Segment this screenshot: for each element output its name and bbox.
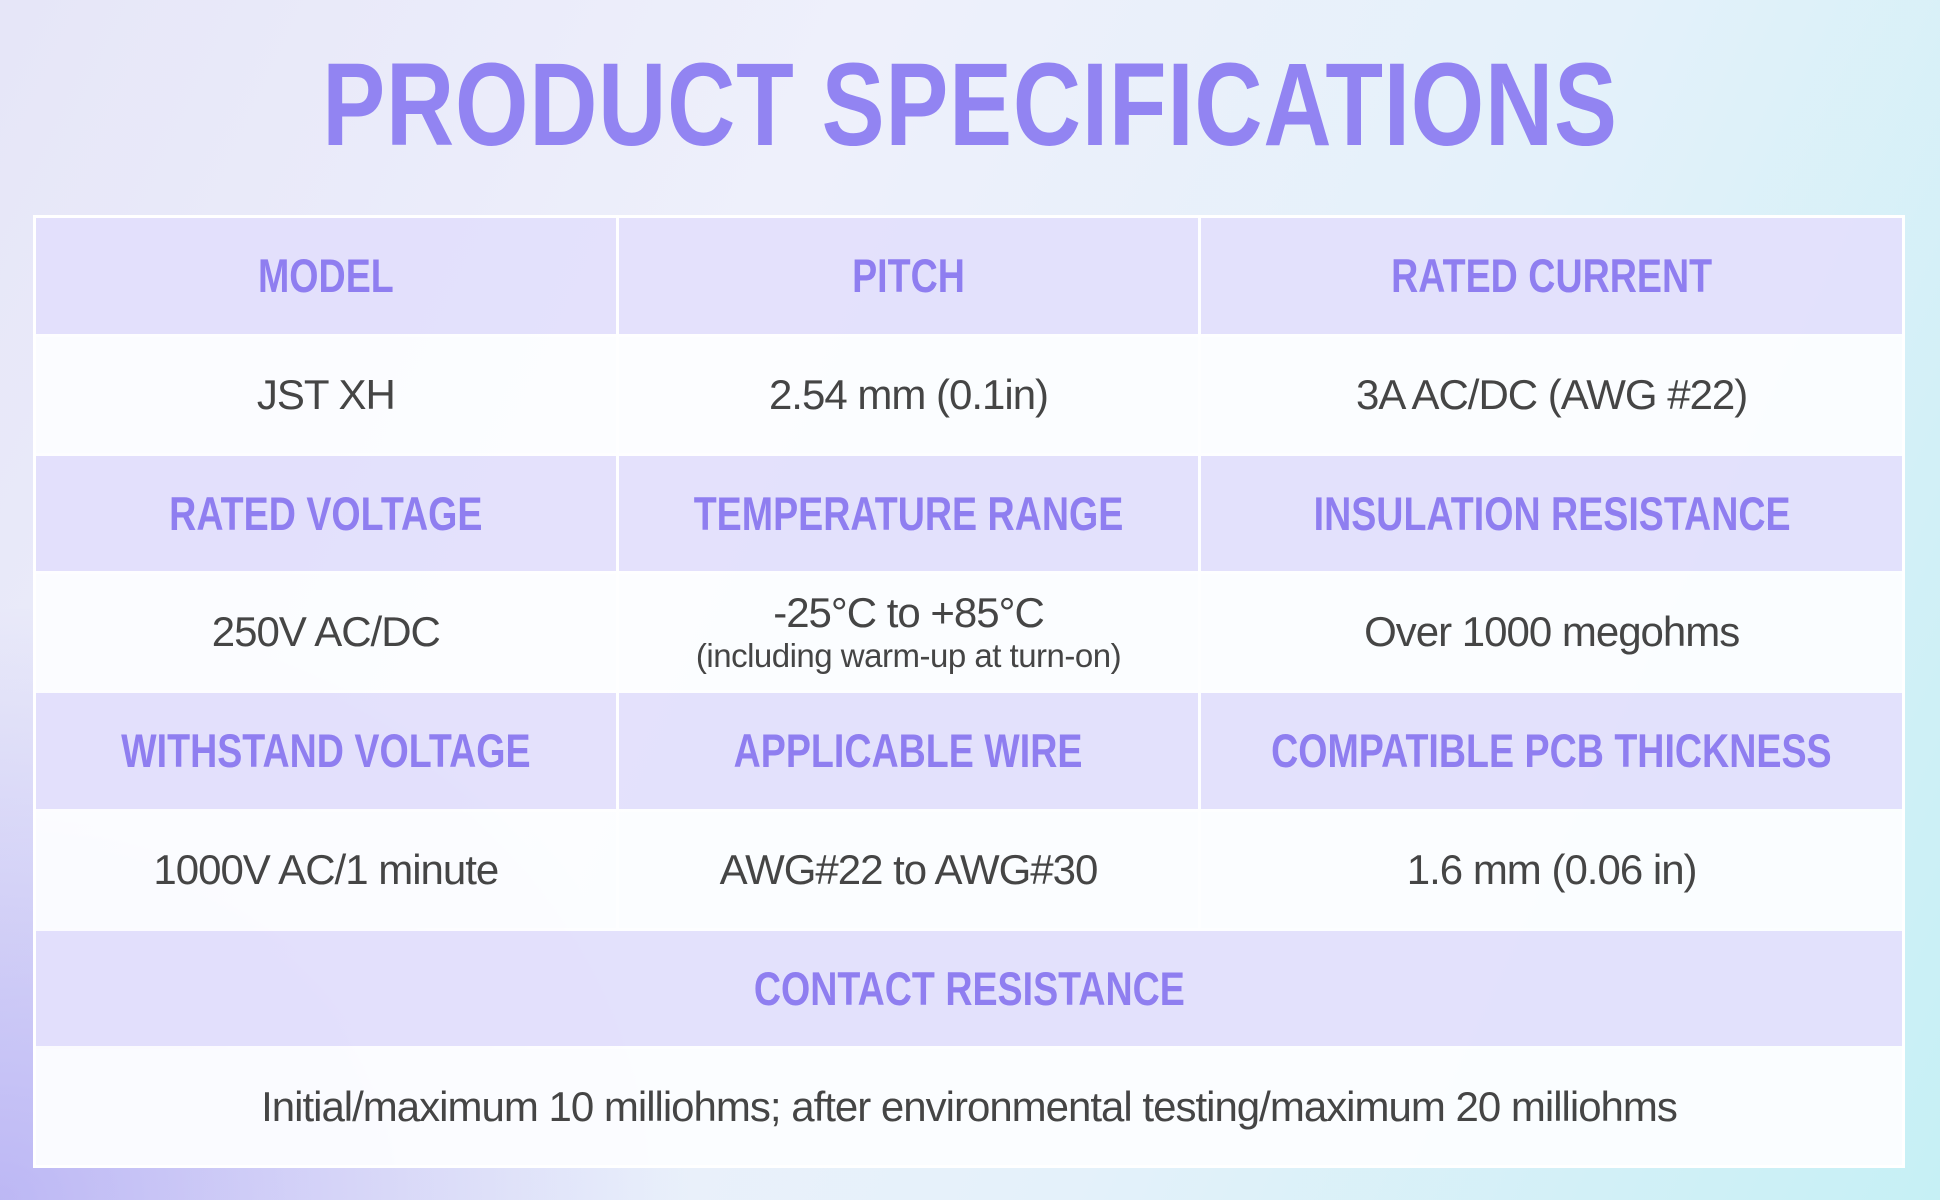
header-text: INSULATION RESISTANCE	[1313, 486, 1791, 540]
value-text: 2.54 mm (0.1in)	[768, 370, 1049, 418]
header-text: MODEL	[257, 249, 394, 303]
value-cell: 250V AC/DC	[36, 574, 616, 690]
value-cell: 1.6 mm (0.06 in)	[1201, 811, 1902, 928]
value-note: (including warm-up at turn-on)	[695, 637, 1122, 675]
value-text: -25°C to +85°C	[773, 589, 1045, 637]
header-text: RATED VOLTAGE	[169, 486, 483, 540]
header-text: APPLICABLE WIRE	[734, 724, 1083, 778]
header-text: RATED CURRENT	[1391, 249, 1713, 303]
header-text: CONTACT RESISTANCE	[753, 961, 1185, 1015]
value-cell: 3A AC/DC (AWG #22)	[1201, 336, 1902, 453]
value-cell: Over 1000 megohms	[1201, 574, 1902, 690]
value-text: JST XH	[256, 370, 396, 418]
value-cell: 1000V AC/1 minute	[36, 811, 616, 928]
header-text: WITHSTAND VOLTAGE	[121, 724, 531, 778]
header-cell: TEMPERATURE RANGE	[618, 455, 1199, 572]
header-cell: MODEL	[36, 218, 616, 334]
value-text: AWG#22 to AWG#30	[719, 845, 1099, 893]
page-title: PRODUCT SPECIFICATIONS	[322, 39, 1618, 171]
value-cell: AWG#22 to AWG#30	[618, 811, 1199, 928]
value-text: 250V AC/DC	[211, 608, 441, 656]
header-cell: COMPATIBLE PCB THICKNESS	[1201, 693, 1902, 809]
header-text: COMPATIBLE PCB THICKNESS	[1271, 724, 1832, 778]
header-cell: RATED CURRENT	[1201, 218, 1902, 334]
value-cell: JST XH	[36, 336, 616, 453]
header-cell: INSULATION RESISTANCE	[1201, 455, 1902, 572]
header-cell: APPLICABLE WIRE	[618, 693, 1199, 809]
spec-table: MODEL PITCH RATED CURRENT JST XH 2.54 mm (0.…	[33, 215, 1905, 1168]
header-cell: PITCH	[618, 218, 1199, 334]
header-cell: RATED VOLTAGE	[36, 455, 616, 572]
header-text: TEMPERATURE RANGE	[693, 486, 1124, 540]
value-cell: -25°C to +85°C (including warm-up at turn…	[618, 574, 1199, 690]
value-text: 3A AC/DC (AWG #22)	[1356, 370, 1748, 418]
value-text: 1000V AC/1 minute	[153, 845, 499, 893]
value-cell: 2.54 mm (0.1in)	[618, 336, 1199, 453]
header-text: PITCH	[852, 249, 965, 303]
header-cell: CONTACT RESISTANCE	[36, 930, 1902, 1047]
value-text: Over 1000 megohms	[1364, 608, 1740, 656]
value-text: 1.6 mm (0.06 in)	[1406, 845, 1698, 893]
value-cell: Initial/maximum 10 milliohms; after envi…	[36, 1049, 1902, 1165]
value-text: Initial/maximum 10 milliohms; after envi…	[261, 1083, 1678, 1131]
header-cell: WITHSTAND VOLTAGE	[36, 693, 616, 809]
